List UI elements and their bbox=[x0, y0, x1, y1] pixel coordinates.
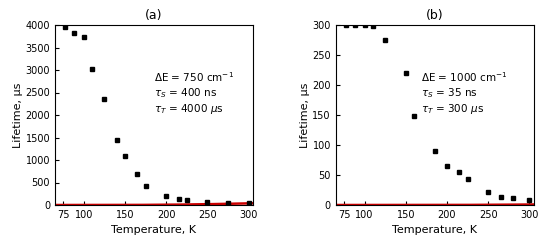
Y-axis label: Lifetime, μs: Lifetime, μs bbox=[300, 82, 310, 148]
Title: (a): (a) bbox=[145, 10, 163, 22]
Text: $\Delta$E = 750 cm$^{-1}$
$\tau$$_S$ = 400 ns
$\tau$$_T$ = 4000 $\mu$s: $\Delta$E = 750 cm$^{-1}$ $\tau$$_S$ = 4… bbox=[154, 70, 234, 116]
X-axis label: Temperature, K: Temperature, K bbox=[392, 226, 477, 235]
X-axis label: Temperature, K: Temperature, K bbox=[111, 226, 196, 235]
Y-axis label: Lifetime, μs: Lifetime, μs bbox=[13, 82, 23, 148]
Title: (b): (b) bbox=[426, 10, 443, 22]
Text: $\Delta$E = 1000 cm$^{-1}$
$\tau$$_S$ = 35 ns
$\tau$$_T$ = 300 $\mu$s: $\Delta$E = 1000 cm$^{-1}$ $\tau$$_S$ = … bbox=[421, 70, 508, 116]
